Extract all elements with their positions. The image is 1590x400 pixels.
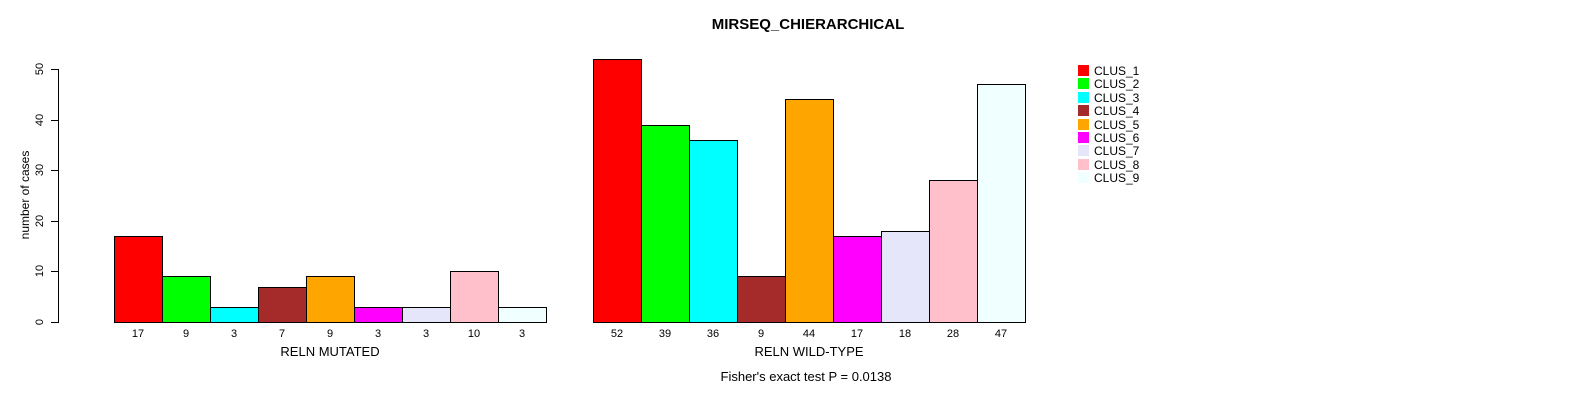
bar-value-label: 3 [230,328,238,340]
bar-clus_1-group0 [114,236,163,323]
y-axis-tick [51,221,58,222]
bar-clus_7-group1 [881,231,930,323]
x-axis-label-reln-wild-type: RELN WILD-TYPE [754,344,864,359]
bar-clus_4-group1 [737,276,786,323]
legend-swatch-clus_3 [1078,91,1089,103]
legend-swatch-clus_5 [1078,118,1089,130]
legend-swatch-clus_9 [1078,172,1089,184]
bar-clus_3-group0 [210,307,259,323]
bar-clus_8-group0 [450,271,499,323]
y-axis-tick-label: 30 [34,163,46,177]
y-axis-tick-label: 50 [34,62,46,76]
legend-label-clus_6: CLUS_6 [1094,131,1140,145]
bar-value-label: 28 [946,328,960,340]
bar-value-label: 9 [757,328,765,340]
legend-swatch-clus_2 [1078,78,1089,90]
bar-clus_7-group0 [402,307,451,323]
bar-clus_5-group1 [785,99,834,323]
bar-clus_5-group0 [306,276,355,323]
y-axis-tick-label: 20 [34,214,46,228]
bar-clus_6-group0 [354,307,403,323]
x-axis-label-reln-mutated: RELN MUTATED [280,344,380,359]
y-axis-tick [51,69,58,70]
bar-clus_9-group0 [498,307,547,323]
y-axis-title: number of cases [18,150,32,240]
legend-label-clus_2: CLUS_2 [1094,77,1140,92]
legend-label-clus_3: CLUS_3 [1094,90,1140,105]
y-axis-tick [51,170,58,171]
y-axis-tick [51,271,58,272]
bar-value-label: 3 [374,328,382,340]
y-axis-tick-label: 10 [34,264,46,278]
legend-swatch-clus_7 [1078,145,1089,157]
y-axis-tick [51,322,58,323]
bar-clus_2-group1 [641,125,690,323]
bar-value-label: 44 [802,328,816,340]
chart-title: MIRSEQ_CHIERARCHICAL [711,16,905,33]
legend-swatch-clus_1 [1078,65,1089,76]
bar-value-label: 36 [706,328,720,340]
bar-value-label: 10 [467,328,481,340]
bar-value-label: 3 [422,328,430,340]
bar-value-label: 7 [278,328,286,340]
bar-value-label: 9 [182,328,190,340]
bar-value-label: 52 [610,328,624,340]
legend-swatch-clus_4 [1078,105,1089,117]
fisher-test-annotation: Fisher's exact test P = 0.0138 [720,369,892,384]
legend-label-clus_7: CLUS_7 [1094,144,1140,159]
legend-swatch-clus_8 [1078,158,1089,170]
bar-clus_1-group1 [593,59,642,323]
legend-label-clus_1: CLUS_1 [1094,64,1140,78]
y-axis-tick [51,120,58,121]
bar-value-label: 47 [994,328,1008,340]
y-axis-line [58,69,59,323]
legend-label-clus_5: CLUS_5 [1094,117,1140,132]
bar-clus_6-group1 [833,236,882,323]
bar-value-label: 9 [326,328,334,340]
bar-clus_4-group0 [258,287,307,323]
legend-label-clus_4: CLUS_4 [1094,104,1140,119]
bar-value-label: 39 [658,328,672,340]
legend-label-clus_9: CLUS_9 [1094,171,1140,186]
bar-value-label: 17 [131,328,145,340]
y-axis-tick-label: 0 [34,318,46,326]
legend-label-clus_8: CLUS_8 [1094,157,1140,172]
bar-value-label: 3 [518,328,526,340]
bar-value-label: 18 [898,328,912,340]
bar-value-label: 17 [850,328,864,340]
bar-clus_9-group1 [977,84,1026,323]
bar-clus_3-group1 [689,140,738,323]
y-axis-tick-label: 40 [34,113,46,127]
bar-clus_2-group0 [162,276,211,323]
legend-swatch-clus_6 [1078,132,1089,143]
bar-clus_8-group1 [929,180,978,323]
